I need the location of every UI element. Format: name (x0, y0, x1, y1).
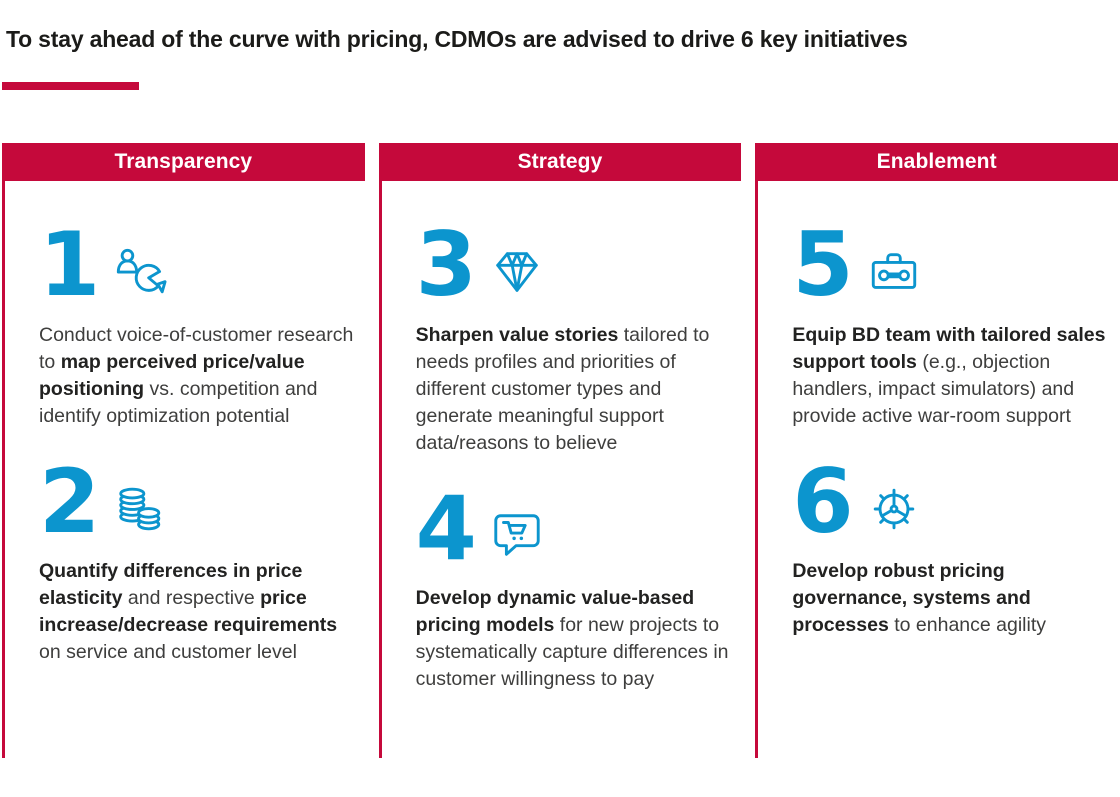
initiative-number: 2 (39, 449, 101, 553)
column-enablement: Enablement 5 Equip BD team with tailored… (755, 143, 1118, 758)
initiative-number: 4 (415, 476, 477, 580)
initiative-text: Equip BD team with tailored sales suppor… (792, 323, 1106, 427)
title-underline-decoration (2, 82, 139, 90)
page-title: To stay ahead of the curve with pricing,… (6, 26, 908, 52)
initiative-item-head: 3 (415, 213, 736, 316)
customer-research-pie-icon (113, 246, 167, 300)
initiative-item-head: 2 (39, 449, 359, 553)
initiative-number: 5 (792, 213, 854, 316)
columns-container: Transparency 1 Conduct voice-of-customer… (2, 143, 1118, 758)
column-header: Transparency (2, 143, 365, 181)
initiative-text: Develop robust pricing governance, syste… (792, 560, 1047, 637)
initiative-number: 3 (415, 213, 477, 316)
coins-icon (113, 482, 167, 536)
initiative-item-head: 1 (39, 213, 359, 316)
initiative-item-head: 5 (792, 213, 1112, 316)
initiative-item: 5 Equip BD team with tailored sales supp… (792, 213, 1112, 430)
initiative-number: 6 (792, 449, 854, 553)
toolbox-icon (867, 246, 921, 300)
cart-speech-bubble-icon (490, 509, 544, 563)
coins-icon (119, 488, 161, 531)
initiative-item: 3 Sharpen value stories tailored to need… (415, 213, 736, 457)
initiative-text: Develop dynamic value-based pricing mode… (415, 587, 729, 691)
column-body: 5 Equip BD team with tailored sales supp… (758, 181, 1118, 639)
initiative-item-head: 6 (792, 449, 1112, 553)
initiative-text: Quantify differences in price elasticity… (39, 560, 338, 664)
column-strategy: Strategy 3 Sharpen value stories tailore… (378, 143, 742, 758)
diamond-icon (490, 246, 544, 300)
initiative-item: 6 Develop robust pricing governance, sys… (792, 449, 1112, 640)
diamond-icon (496, 251, 538, 292)
column-header: Strategy (378, 143, 742, 181)
initiative-number: 1 (39, 213, 101, 316)
column-header: Enablement (755, 143, 1118, 181)
column-transparency: Transparency 1 Conduct voice-of-customer… (2, 143, 365, 758)
cart-speech-bubble-icon (494, 514, 540, 557)
initiative-text: Conduct voice-of-customer research to ma… (39, 323, 354, 427)
initiative-item: 2 Quantify differences in price elastici… (39, 449, 359, 667)
column-body: 1 Conduct voice-of-customer research to … (5, 181, 365, 666)
initiative-item: 4 Develop dynamic value-based pricing mo… (415, 476, 736, 694)
initiative-item: 1 Conduct voice-of-customer research to … (39, 213, 359, 430)
gear-wheel-icon (873, 489, 914, 530)
customer-research-pie-icon (117, 248, 167, 293)
column-body: 3 Sharpen value stories tailored to need… (382, 181, 742, 693)
initiative-text: Sharpen value stories tailored to needs … (415, 323, 710, 454)
initiative-item-head: 4 (415, 476, 736, 580)
gear-wheel-icon (867, 482, 921, 536)
toolbox-icon (871, 252, 916, 289)
